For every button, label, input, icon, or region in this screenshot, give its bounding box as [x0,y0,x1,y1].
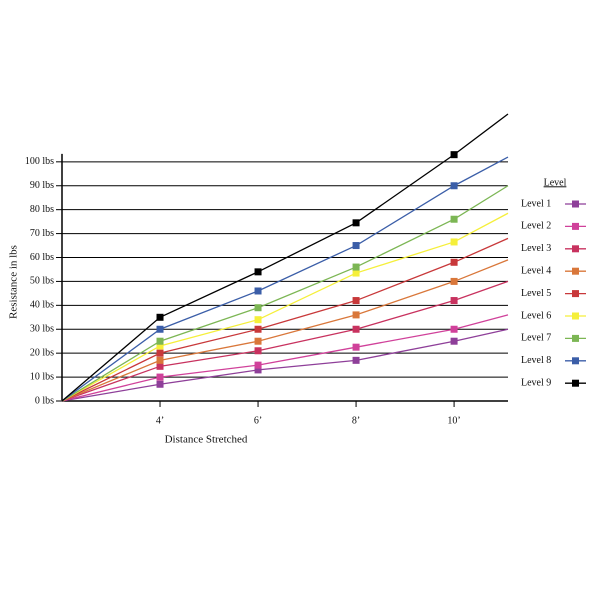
legend-marker [572,379,579,387]
legend-label: Level 8 [521,355,551,366]
legend-label: Level 3 [521,243,551,254]
series-line [61,212,509,402]
point-marker [450,325,458,333]
series-line [61,328,509,402]
point-marker [254,361,262,369]
point-marker [254,325,262,333]
legend-label: Level 9 [521,377,551,388]
point-marker [254,366,262,374]
point-marker [156,362,164,370]
x-tick-label: 8’ [352,415,360,426]
legend-marker [572,245,579,253]
point-marker [352,263,360,271]
series-line [61,113,509,402]
y-tick-label: 90 lbs [30,180,54,191]
point-marker [156,313,164,321]
point-marker [156,373,164,381]
series-line [61,314,509,402]
point-marker [254,337,262,345]
point-marker [352,325,360,333]
legend-label: Level 5 [521,288,551,299]
legend-label: Level 7 [521,333,551,344]
y-axis-title: Resistance in lbs [8,245,20,319]
y-tick-label: 30 lbs [30,324,54,335]
x-axis-title: Distance Stretched [165,434,248,446]
legend-marker [572,312,579,320]
point-marker [254,268,262,276]
legend-label: Level 4 [521,265,551,276]
y-tick-label: 80 lbs [30,204,54,215]
legend-marker [572,334,579,342]
legend-label: Level 6 [521,310,551,321]
point-marker [450,215,458,223]
legend-marker [572,200,579,208]
legend-marker [572,267,579,275]
x-tick-label: 4’ [156,415,164,426]
point-marker [254,287,262,295]
y-tick-label: 10 lbs [30,371,54,382]
point-marker [156,342,164,350]
point-marker [352,343,360,351]
series-line [61,156,509,402]
point-marker [450,277,458,285]
point-marker [352,311,360,319]
legend-label: Level 2 [521,221,551,232]
legend-title: Level [544,177,567,188]
point-marker [156,356,164,364]
point-marker [450,182,458,190]
point-marker [450,337,458,345]
point-marker [254,304,262,312]
point-marker [156,349,164,357]
legend-marker [572,357,579,365]
point-marker [156,325,164,333]
y-tick-label: 20 lbs [30,347,54,358]
legend-label: Level 1 [521,198,551,209]
y-tick-label: 40 lbs [30,300,54,311]
y-tick-label: 100 lbs [25,156,54,167]
x-tick-label: 10’ [447,415,460,426]
y-tick-label: 50 lbs [30,276,54,287]
legend-marker [572,222,579,230]
point-marker [352,297,360,305]
y-tick-label: 70 lbs [30,228,54,239]
point-marker [352,242,360,250]
series-line [61,185,509,402]
y-tick-label: 0 lbs [35,395,54,406]
y-tick-label: 60 lbs [30,252,54,263]
point-marker [450,151,458,159]
point-marker [450,297,458,305]
point-marker [450,238,458,246]
point-marker [156,380,164,388]
point-marker [352,269,360,277]
point-marker [254,316,262,324]
x-tick-label: 6’ [254,415,262,426]
series-line [61,280,509,402]
series-line [61,259,509,402]
point-marker [156,337,164,345]
legend-marker [572,290,579,298]
point-marker [450,258,458,266]
point-marker [352,356,360,364]
point-marker [254,347,262,355]
point-marker [352,219,360,227]
series-line [61,237,509,402]
